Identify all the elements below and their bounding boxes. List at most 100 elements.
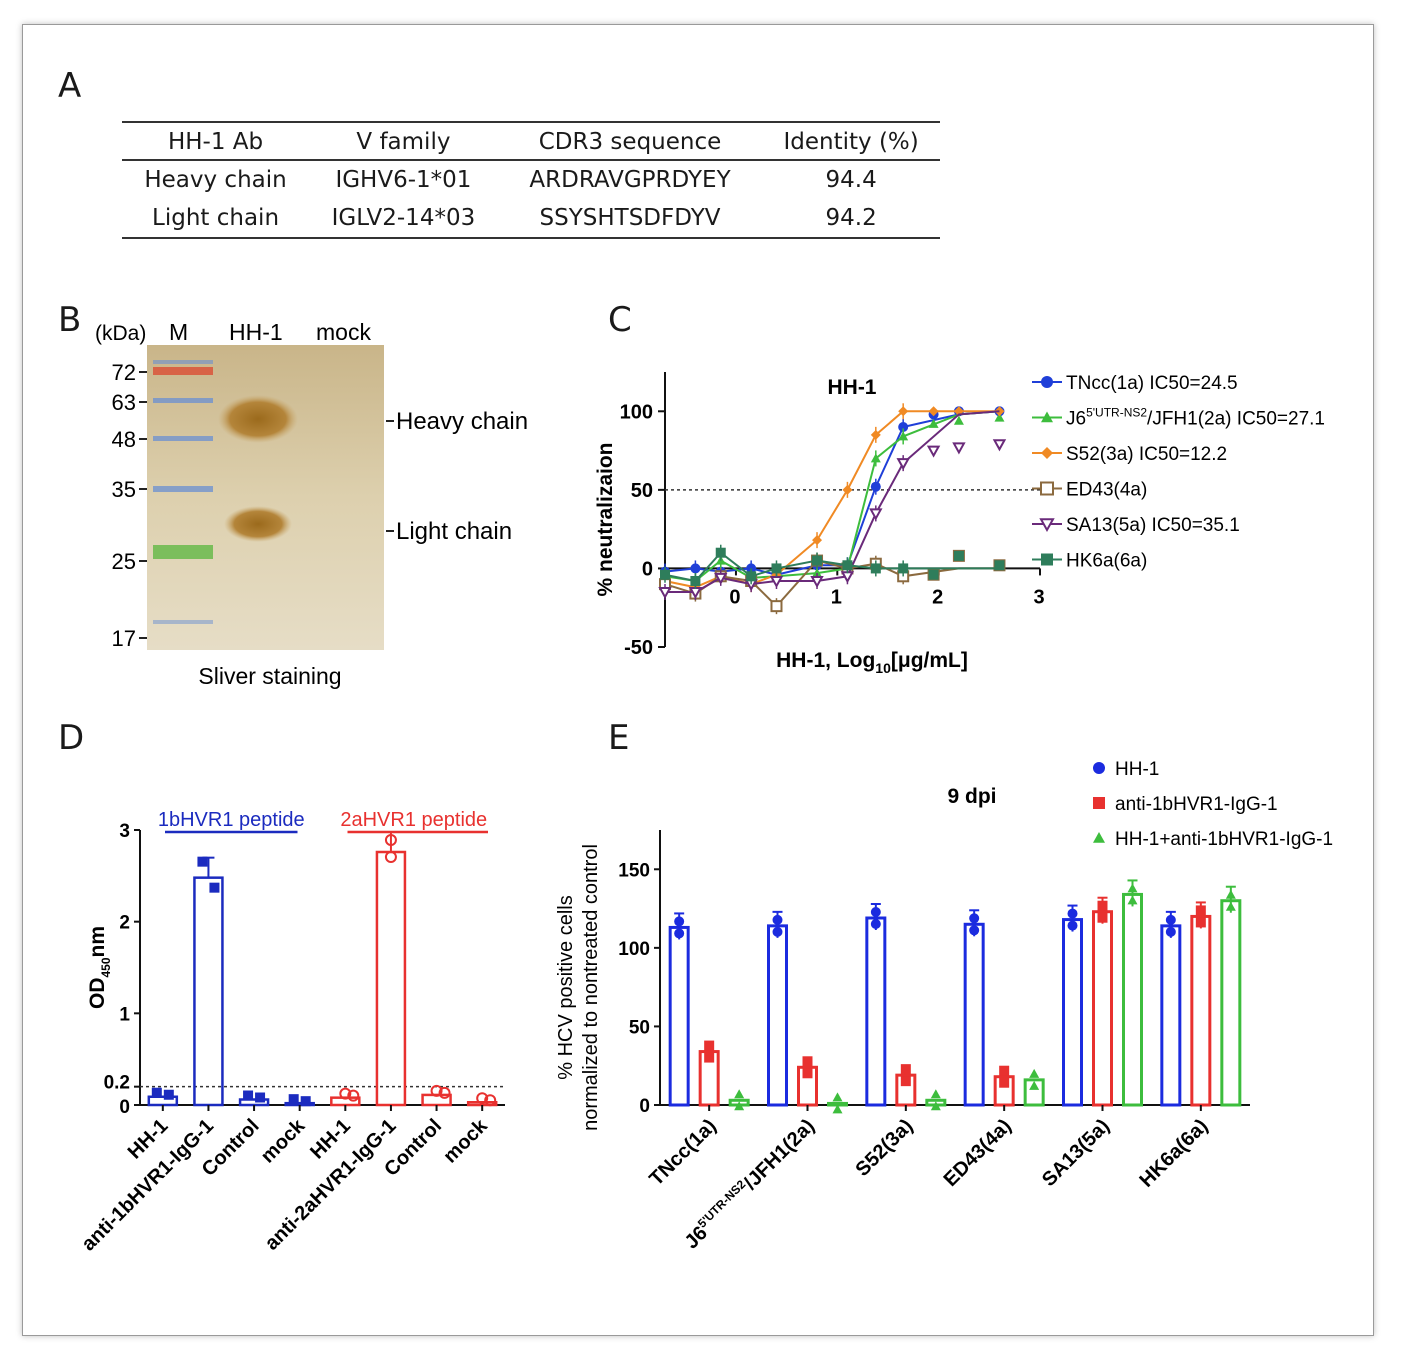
data-point <box>953 550 964 561</box>
data-point <box>842 484 853 495</box>
data-point <box>870 453 881 463</box>
data-point <box>812 555 823 566</box>
data-point <box>151 1087 162 1098</box>
light-chain-label: Light chain <box>396 518 512 545</box>
header-ab: HH-1 Ab <box>122 121 310 161</box>
ladder <box>153 360 213 624</box>
data-point <box>869 508 883 521</box>
data-point <box>658 587 672 600</box>
data-point <box>1067 920 1078 931</box>
data-point <box>690 576 701 586</box>
data-point <box>926 445 941 458</box>
data-point <box>842 560 853 571</box>
data-point <box>969 925 980 936</box>
y-axis-label: % HCV positive cells <box>555 895 577 1080</box>
marker-72: 72 <box>112 360 136 385</box>
neutralization-chart: -50 0 50 100 0 1 2 3 HH-1 % neutralizaion HH-1, Lo… <box>594 372 1325 676</box>
data-point <box>197 856 208 867</box>
legend-label: SA13(5a) IC50=35.1 <box>1066 515 1240 536</box>
table-row: Heavy chain IGHV6-1*01 ARDRAVGPRDYEY 94.… <box>122 160 940 199</box>
x-tick-label: 3 <box>1033 586 1044 608</box>
data-point <box>928 406 939 417</box>
bar-group <box>767 910 788 1107</box>
chart-title: HH-1 <box>827 376 876 399</box>
x-tick-label: 1 <box>831 586 842 608</box>
bar <box>767 924 788 1107</box>
data-point <box>999 1065 1010 1076</box>
data-point <box>802 1056 813 1067</box>
data-point <box>969 913 980 924</box>
lane-m-label: M <box>169 319 188 345</box>
cell: Light chain <box>122 199 310 239</box>
data-point <box>953 415 964 425</box>
bar <box>1062 918 1083 1107</box>
legend-label: S52(3a) IC50=12.2 <box>1066 444 1227 465</box>
y-axis-label: % neutralizaion <box>594 442 617 596</box>
cell: 94.4 <box>825 167 877 193</box>
legend-label: HK6a(6a) <box>1066 551 1147 572</box>
y-tick-label: 100 <box>618 939 650 960</box>
data-point <box>1097 912 1108 923</box>
data-point <box>994 560 1005 571</box>
legend-marker <box>1093 832 1105 843</box>
data-point <box>1097 900 1108 911</box>
panel-label-b: B <box>58 300 82 340</box>
bar <box>1160 924 1182 1107</box>
legend-label: ED43(4a) <box>1066 480 1147 501</box>
data-point <box>300 1096 311 1107</box>
data-point <box>772 914 783 925</box>
y-tick-label: 150 <box>618 860 650 881</box>
data-point <box>900 1076 911 1087</box>
bar <box>1023 1078 1045 1107</box>
x-tick-label: HK6a(6a) <box>1136 1115 1213 1192</box>
bar <box>1220 899 1242 1107</box>
x-tick-label: 2 <box>932 586 943 608</box>
group-label: 1bHVR1 peptide <box>158 809 305 831</box>
legend-marker <box>1041 447 1053 459</box>
marker-25: 25 <box>112 549 136 574</box>
data-point <box>347 1089 360 1102</box>
data-point <box>288 1094 299 1105</box>
data-point <box>812 568 823 578</box>
gel-caption: Sliver staining <box>198 663 341 689</box>
bar-group <box>963 909 985 1107</box>
data-point <box>476 1092 489 1105</box>
x-tick-label: ED43(4a) <box>940 1115 1016 1191</box>
data-point <box>339 1087 352 1100</box>
y-axis-label-2: normalized to nontreated control <box>580 844 602 1131</box>
y-tick-label: 0 <box>639 1096 650 1117</box>
data-point <box>1127 883 1138 893</box>
legend-label: anti-1bHVR1-IgG-1 <box>1115 794 1278 815</box>
bar <box>1190 914 1212 1107</box>
data-point <box>832 1092 843 1102</box>
bar-group <box>1023 1068 1045 1107</box>
data-point <box>714 572 728 585</box>
data-point <box>832 1104 843 1114</box>
data-point <box>734 1101 745 1111</box>
data-point <box>1165 926 1176 937</box>
data-point <box>772 926 783 937</box>
data-point <box>438 1086 451 1099</box>
data-point <box>1029 1080 1040 1090</box>
data-point <box>898 406 909 417</box>
data-point <box>802 1068 813 1079</box>
data-point <box>1127 895 1138 905</box>
legend-label: J65'UTR-NS2/JFH1(2a) IC50=27.1 <box>1066 406 1325 430</box>
data-point <box>999 1077 1010 1088</box>
data-point <box>384 834 397 846</box>
cell: IGLV2-14*03 <box>309 199 498 239</box>
bar-group <box>1092 896 1113 1107</box>
legend-marker <box>1039 518 1055 533</box>
table-row: Light chain IGLV2-14*03 SSYSHTSDFDYV 94.… <box>122 199 940 239</box>
data-point <box>209 882 220 893</box>
y-tick-label: 50 <box>629 1017 650 1038</box>
data-point <box>715 547 726 558</box>
data-point <box>898 422 909 432</box>
data-point <box>870 481 881 492</box>
data-point <box>430 1084 443 1097</box>
y-tick-label: 3 <box>119 821 130 842</box>
light-chain-band <box>224 506 292 542</box>
data-point <box>484 1094 497 1107</box>
bar <box>1122 892 1143 1107</box>
bar-group <box>668 912 690 1107</box>
